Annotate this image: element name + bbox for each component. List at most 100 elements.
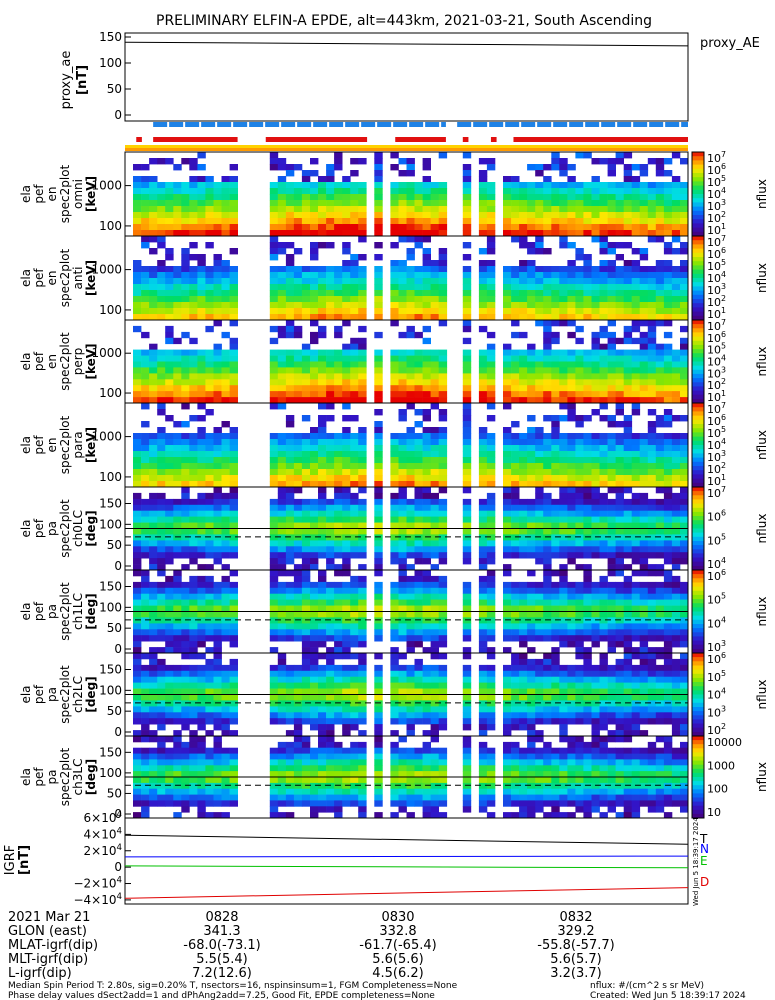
spectrogram-cell: [430, 200, 439, 207]
spectrogram-cell: [269, 152, 279, 159]
spectrogram-cell: [543, 629, 552, 636]
spectrogram-cell: [141, 463, 150, 470]
spectrogram-cell: [358, 694, 367, 701]
spectrogram-cell: [511, 664, 520, 672]
spectrogram-cell: [615, 629, 624, 636]
spectrogram-cell: [478, 296, 488, 303]
spectrogram-cell: [535, 510, 544, 517]
spectrogram-cell: [181, 284, 190, 291]
colorbar-swatch: [692, 553, 704, 559]
spectrogram-cell: [535, 706, 544, 713]
spectrogram-cell: [301, 688, 311, 695]
spectrogram-cell: [583, 700, 592, 707]
spectrogram-cell: [607, 540, 616, 547]
spectrogram-cell: [671, 635, 681, 642]
spectrogram-cell: [406, 170, 415, 177]
spectrogram-cell: [503, 552, 512, 559]
spectrogram-cell: [318, 278, 327, 285]
spectrogram-cell: [503, 623, 512, 630]
spectrogram-cell: [213, 475, 222, 482]
spectrogram-cell: [655, 206, 665, 213]
spectrogram-cell: [374, 670, 383, 678]
spectrogram-cell: [462, 712, 472, 719]
ylabel-ch0LC: pa: [45, 521, 59, 536]
spectrogram-cell: [543, 498, 552, 506]
ylabel-anti: pef: [32, 268, 46, 288]
spectrogram-cell: [567, 409, 576, 416]
spectrogram-cell: [173, 623, 182, 630]
spectrogram-cell: [141, 302, 150, 309]
spectrogram-cell: [213, 611, 222, 618]
spectrogram-cell: [615, 670, 624, 678]
spectrogram-cell: [535, 558, 544, 565]
ytick-label: 0: [114, 559, 122, 573]
spectrogram-cell: [680, 439, 689, 446]
spectrogram-cell: [326, 623, 335, 630]
spectrogram-cell: [181, 349, 190, 356]
spectrogram-cell: [503, 688, 512, 695]
spectrogram-cell: [293, 516, 303, 523]
spectrogram-cell: [631, 302, 641, 309]
spectrogram-cell: [229, 570, 238, 577]
spectrogram-cell: [285, 170, 295, 177]
spectrogram-cell: [374, 409, 383, 416]
spectrogram-cell: [663, 230, 673, 237]
spectrogram-cell: [197, 182, 206, 189]
spectrogram-cell: [519, 379, 528, 386]
spectrogram-cell: [398, 688, 407, 695]
spectrogram-cell: [141, 188, 150, 195]
spectrogram-cell: [607, 593, 616, 600]
spectrogram-cell: [591, 176, 600, 183]
spectrogram-cell: [462, 284, 472, 291]
spectrogram-cell: [358, 224, 367, 231]
spectrogram-cell: [631, 433, 641, 440]
spectrogram-cell: [519, 397, 528, 404]
spectrogram-cell: [301, 302, 311, 309]
spectrogram-cell: [141, 290, 150, 297]
spectrogram-cell: [301, 439, 311, 446]
spectrogram-cell: [197, 540, 206, 547]
spectrogram-cell: [157, 158, 166, 165]
spectrogram-cell: [663, 498, 673, 506]
spectrogram-cell: [398, 718, 407, 725]
spectrogram-cell: [173, 682, 182, 689]
spectrogram-cell: [398, 546, 407, 553]
spectrogram-cell: [503, 611, 512, 618]
spectrogram-cell: [430, 445, 439, 452]
spectrogram-cell: [599, 581, 608, 589]
spectrogram-cell: [559, 599, 568, 606]
spectrogram-cell: [229, 451, 238, 458]
spectrogram-cell: [575, 718, 584, 725]
spectrogram-cell: [414, 194, 423, 201]
spectrogram-cell: [559, 694, 568, 701]
spectrogram-cell: [583, 445, 592, 452]
spectrogram-cell: [318, 475, 327, 482]
spectrogram-cell: [334, 664, 343, 672]
ylabel-perp: ela: [19, 352, 33, 370]
spectrogram-cell: [623, 463, 633, 470]
spectrogram-cell: [205, 605, 214, 612]
spectrogram-cell: [583, 439, 592, 446]
spectrogram-cell: [559, 451, 568, 458]
spectrogram-cell: [551, 498, 560, 506]
spectrogram-cell: [285, 218, 295, 225]
spectrogram-cell: [503, 284, 512, 291]
spectrogram-cell: [422, 457, 431, 464]
spectrogram-cell: [438, 641, 448, 648]
spectrogram-cell: [559, 522, 568, 529]
spectrogram-cell: [374, 463, 383, 470]
colorbar-swatch: [692, 324, 704, 329]
spectrogram-cell: [671, 451, 681, 458]
spectrogram-cell: [559, 367, 568, 374]
colorbar-tick-label: 104: [707, 556, 726, 571]
spectrogram-cell: [205, 718, 214, 725]
spectrogram-cell: [197, 481, 206, 488]
colorbar-swatch: [692, 470, 704, 475]
spectrogram-cell: [205, 611, 214, 618]
spectrogram-cell: [647, 314, 657, 321]
spectrogram-cell: [358, 510, 367, 517]
spectrogram-cell: [527, 463, 536, 470]
spectrogram-cell: [535, 242, 544, 249]
spectrogram-cell: [293, 617, 303, 624]
spectrogram-cell: [350, 284, 359, 291]
